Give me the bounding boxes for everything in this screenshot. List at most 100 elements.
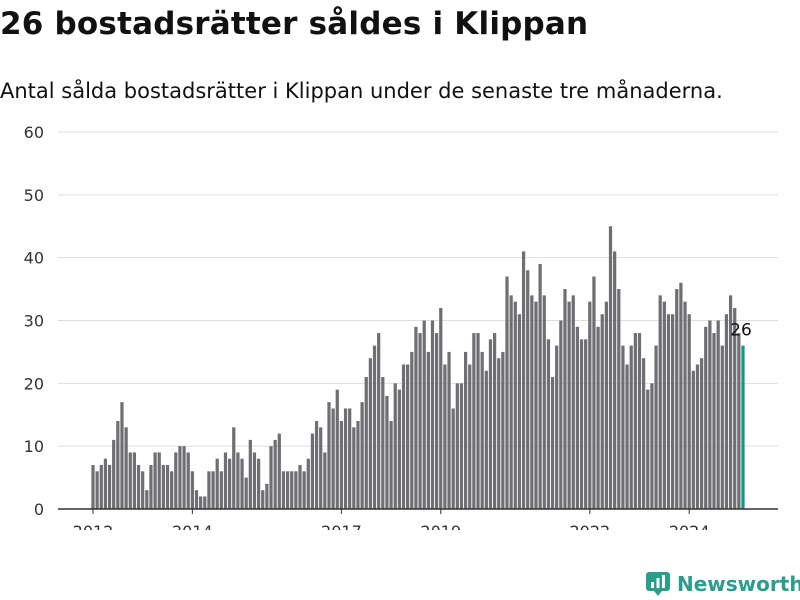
bar	[244, 477, 248, 509]
bar	[733, 307, 737, 509]
y-tick-label: 50	[24, 186, 44, 205]
bar	[116, 421, 120, 509]
bar	[430, 320, 435, 509]
bar	[687, 314, 691, 509]
bar	[538, 263, 542, 509]
bar	[476, 333, 480, 509]
bar	[252, 452, 257, 509]
bar	[584, 339, 588, 509]
bar	[691, 370, 695, 509]
bar	[675, 289, 679, 509]
bar	[737, 333, 741, 509]
bar	[526, 270, 530, 509]
y-tick-label: 30	[24, 312, 44, 331]
bar	[509, 295, 513, 509]
bar	[422, 320, 426, 509]
bar	[708, 320, 712, 509]
bar	[190, 471, 194, 509]
bar	[604, 301, 608, 509]
bar	[153, 452, 157, 509]
bar	[256, 458, 261, 509]
brand-name: Newsworthy	[677, 572, 800, 596]
x-tick-label: 2017	[321, 522, 362, 530]
bar	[406, 364, 410, 509]
bar	[629, 345, 633, 509]
bar	[348, 408, 352, 509]
bar	[484, 370, 488, 509]
bar	[228, 458, 232, 509]
bar	[592, 276, 596, 509]
bar	[145, 490, 149, 509]
bar	[455, 383, 459, 509]
bar	[174, 452, 178, 509]
bar	[451, 408, 455, 509]
bar	[642, 358, 646, 509]
bar	[157, 452, 161, 509]
bar	[377, 333, 381, 509]
bar	[650, 383, 654, 509]
bar	[492, 333, 497, 509]
chart-title: 26 bostadsrätter såldes i Klippan	[0, 6, 589, 42]
bar	[343, 408, 348, 509]
bar	[306, 458, 310, 509]
bar	[389, 421, 393, 509]
bar	[248, 439, 252, 509]
x-tick-label: 2014	[172, 522, 213, 530]
bar	[368, 358, 373, 509]
bar	[364, 377, 368, 509]
bar	[290, 471, 294, 509]
bar	[273, 439, 277, 509]
bar	[124, 427, 128, 509]
bar	[646, 389, 650, 509]
bar	[397, 389, 401, 509]
bar	[534, 301, 538, 509]
bar	[712, 333, 716, 509]
bar	[165, 465, 170, 509]
y-tick-label: 40	[24, 249, 44, 268]
newsworthy-logo-icon	[646, 572, 670, 596]
bar	[530, 295, 534, 509]
bar	[621, 345, 625, 509]
bar	[331, 408, 335, 509]
bar	[298, 465, 302, 509]
bar	[728, 295, 733, 509]
bar	[720, 345, 724, 509]
bar	[223, 452, 228, 509]
y-tick-label: 20	[24, 374, 44, 393]
bar	[215, 458, 219, 509]
highlight-value-label: 26	[730, 321, 752, 341]
bar	[426, 351, 430, 509]
bar	[232, 427, 236, 509]
bar	[381, 377, 385, 509]
bar	[579, 339, 584, 509]
bar	[170, 471, 174, 509]
bar	[517, 314, 522, 509]
bar	[128, 452, 132, 509]
bar	[505, 276, 509, 509]
bar	[360, 402, 364, 509]
bar	[149, 465, 153, 509]
y-tick-label: 0	[34, 500, 44, 519]
bar	[637, 333, 642, 509]
bar	[219, 471, 223, 509]
bar	[546, 339, 551, 509]
bar	[488, 339, 493, 509]
bar	[521, 251, 526, 509]
bar	[414, 326, 418, 509]
x-tick-label: 2019	[420, 522, 461, 530]
bar	[103, 458, 108, 509]
bar	[285, 471, 290, 509]
chart-subtitle: Antal sålda bostadsrätter i Klippan unde…	[0, 79, 723, 103]
bar	[600, 314, 604, 509]
bar	[95, 471, 99, 509]
bar	[410, 351, 414, 509]
bar	[613, 251, 617, 509]
bar	[542, 295, 546, 509]
bar	[352, 427, 356, 509]
bar	[596, 326, 600, 509]
bar	[203, 496, 207, 509]
brand-logo[interactable]: Newsworthy	[645, 571, 800, 597]
bar	[559, 320, 563, 509]
bar	[372, 345, 377, 509]
bar	[608, 226, 613, 509]
